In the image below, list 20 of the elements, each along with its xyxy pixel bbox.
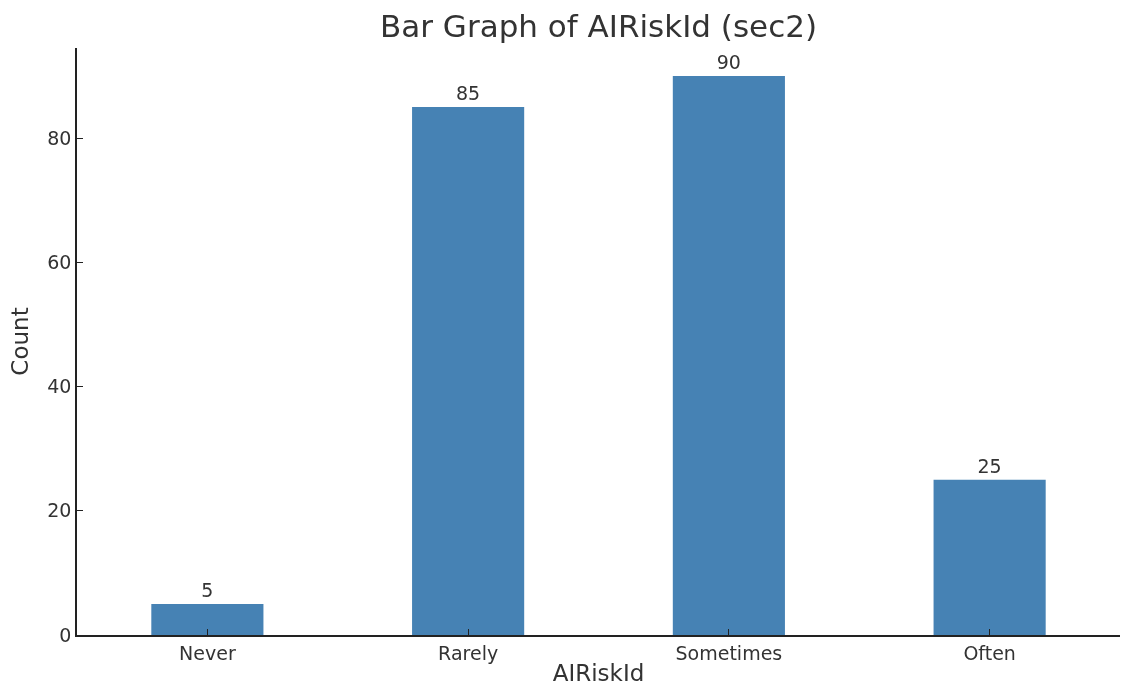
y-tick-label: 20 <box>47 499 72 522</box>
bar <box>412 107 525 635</box>
bar <box>672 75 785 635</box>
data-label: 25 <box>977 454 1002 477</box>
data-label: 90 <box>716 50 741 73</box>
x-tick-label: Often <box>963 641 1016 664</box>
y-tick-label: 80 <box>47 126 72 149</box>
x-axis-title: AIRiskId <box>552 659 645 686</box>
bar <box>933 479 1046 635</box>
chart-title: Bar Graph of AIRiskId (sec2) <box>380 7 817 44</box>
bar <box>151 603 264 635</box>
y-tick-label: 40 <box>47 375 72 398</box>
y-tick-label: 0 <box>59 623 72 646</box>
x-tick-label: Rarely <box>438 641 499 664</box>
data-label: 5 <box>201 578 214 601</box>
y-tick-label: 60 <box>47 250 72 273</box>
x-tick-label: Sometimes <box>675 641 783 664</box>
y-axis-title: Count <box>7 307 34 376</box>
x-tick-label: Never <box>179 641 236 664</box>
data-label: 85 <box>456 82 481 105</box>
